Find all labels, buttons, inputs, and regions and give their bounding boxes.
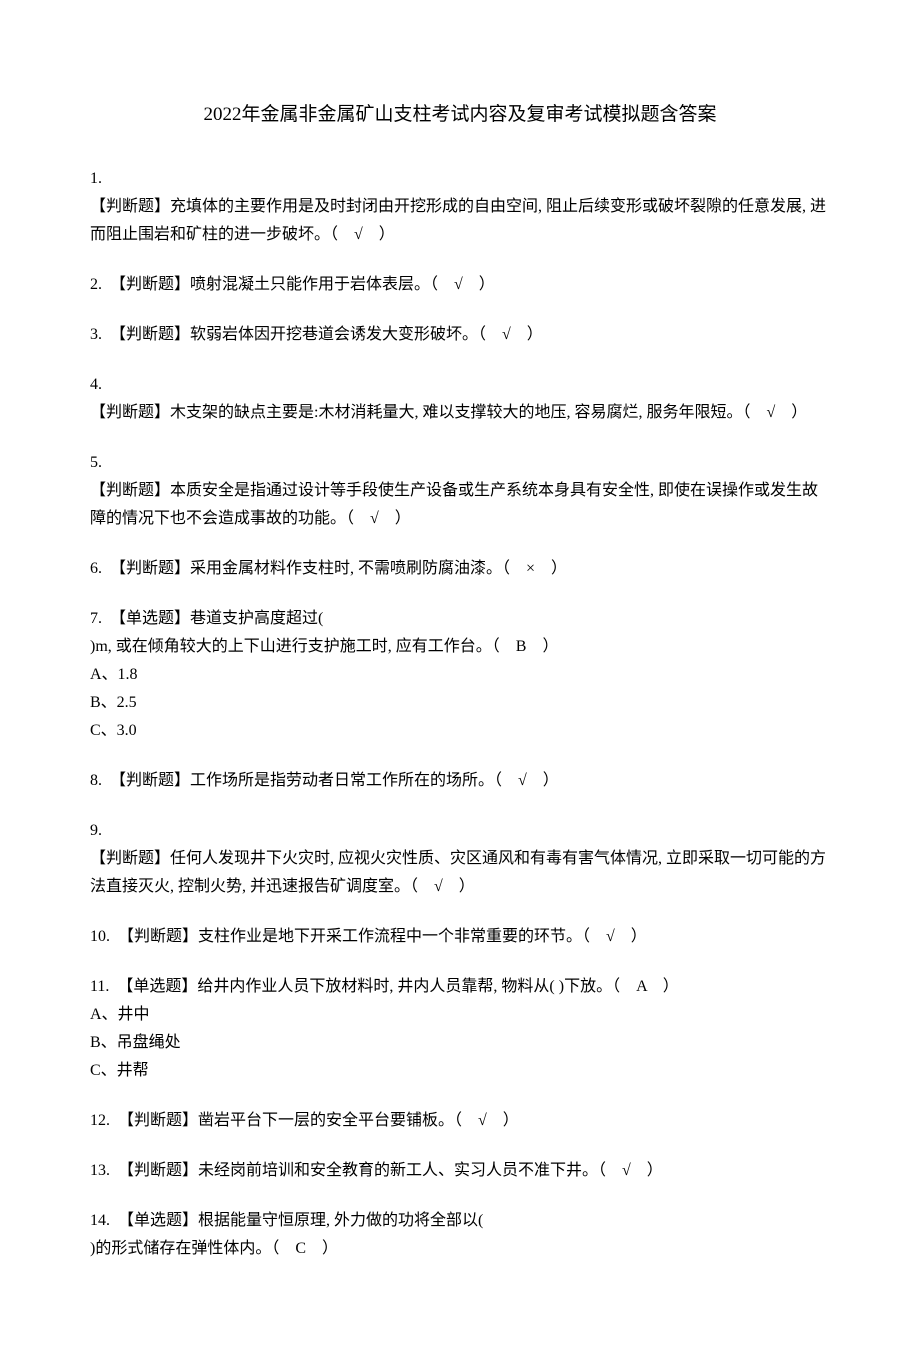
question-item: 2. 【判断题】喷射混凝土只能作用于岩体表层。（ √ ） xyxy=(90,271,830,299)
question-item: 10. 【判断题】支柱作业是地下开采工作流程中一个非常重要的环节。（ √ ） xyxy=(90,923,830,951)
question-line: 6. 【判断题】采用金属材料作支柱时, 不需喷刷防腐油漆。（ × ） xyxy=(90,555,830,583)
question-item: 12. 【判断题】凿岩平台下一层的安全平台要铺板。（ √ ） xyxy=(90,1107,830,1135)
document-title: 2022年金属非金属矿山支柱考试内容及复审考试模拟题含答案 xyxy=(90,100,830,130)
question-line: 12. 【判断题】凿岩平台下一层的安全平台要铺板。（ √ ） xyxy=(90,1107,830,1135)
question-item: 13. 【判断题】未经岗前培训和安全教育的新工人、实习人员不准下井。（ √ ） xyxy=(90,1157,830,1185)
question-item: 8. 【判断题】工作场所是指劳动者日常工作所在的场所。（ √ ） xyxy=(90,767,830,795)
question-line: 2. 【判断题】喷射混凝土只能作用于岩体表层。（ √ ） xyxy=(90,271,830,299)
document-page: 2022年金属非金属矿山支柱考试内容及复审考试模拟题含答案 1.【判断题】充填体… xyxy=(0,0,920,1345)
question-item: 5.【判断题】本质安全是指通过设计等手段使生产设备或生产系统本身具有安全性, 即… xyxy=(90,449,830,533)
question-line: 【判断题】任何人发现井下火灾时, 应视火灾性质、灾区通风和有毒有害气体情况, 立… xyxy=(90,845,830,901)
question-item: 7. 【单选题】巷道支护高度超过()m, 或在倾角较大的上下山进行支护施工时, … xyxy=(90,605,830,745)
question-line: 3. 【判断题】软弱岩体因开挖巷道会诱发大变形破坏。（ √ ） xyxy=(90,321,830,349)
question-line: 7. 【单选题】巷道支护高度超过( xyxy=(90,605,830,633)
question-line: 11. 【单选题】给井内作业人员下放材料时, 井内人员靠帮, 物料从( )下放。… xyxy=(90,973,830,1001)
answer-option: C、3.0 xyxy=(90,717,830,745)
answer-option: B、吊盘绳处 xyxy=(90,1029,830,1057)
question-line: 14. 【单选题】根据能量守恒原理, 外力做的功将全部以( xyxy=(90,1207,830,1235)
question-line: 【判断题】本质安全是指通过设计等手段使生产设备或生产系统本身具有安全性, 即使在… xyxy=(90,477,830,533)
question-item: 14. 【单选题】根据能量守恒原理, 外力做的功将全部以()的形式储存在弹性体内… xyxy=(90,1207,830,1263)
question-item: 9.【判断题】任何人发现井下火灾时, 应视火灾性质、灾区通风和有毒有害气体情况,… xyxy=(90,817,830,901)
question-item: 11. 【单选题】给井内作业人员下放材料时, 井内人员靠帮, 物料从( )下放。… xyxy=(90,973,830,1085)
question-line: 【判断题】充填体的主要作用是及时封闭由开挖形成的自由空间, 阻止后续变形或破坏裂… xyxy=(90,193,830,249)
answer-option: B、2.5 xyxy=(90,689,830,717)
answer-option: A、1.8 xyxy=(90,661,830,689)
question-item: 4.【判断题】木支架的缺点主要是:木材消耗量大, 难以支撑较大的地压, 容易腐烂… xyxy=(90,371,830,427)
question-item: 1.【判断题】充填体的主要作用是及时封闭由开挖形成的自由空间, 阻止后续变形或破… xyxy=(90,165,830,249)
question-line: 【判断题】木支架的缺点主要是:木材消耗量大, 难以支撑较大的地压, 容易腐烂, … xyxy=(90,399,830,427)
answer-option: C、井帮 xyxy=(90,1057,830,1085)
question-number: 1. xyxy=(90,165,830,193)
question-number: 5. xyxy=(90,449,830,477)
question-number: 9. xyxy=(90,817,830,845)
question-item: 3. 【判断题】软弱岩体因开挖巷道会诱发大变形破坏。（ √ ） xyxy=(90,321,830,349)
answer-option: A、井中 xyxy=(90,1001,830,1029)
question-line: 10. 【判断题】支柱作业是地下开采工作流程中一个非常重要的环节。（ √ ） xyxy=(90,923,830,951)
question-number: 4. xyxy=(90,371,830,399)
questions-list: 1.【判断题】充填体的主要作用是及时封闭由开挖形成的自由空间, 阻止后续变形或破… xyxy=(90,165,830,1263)
question-line: 13. 【判断题】未经岗前培训和安全教育的新工人、实习人员不准下井。（ √ ） xyxy=(90,1157,830,1185)
question-item: 6. 【判断题】采用金属材料作支柱时, 不需喷刷防腐油漆。（ × ） xyxy=(90,555,830,583)
question-line: 8. 【判断题】工作场所是指劳动者日常工作所在的场所。（ √ ） xyxy=(90,767,830,795)
question-line: )的形式储存在弹性体内。（ C ） xyxy=(90,1235,830,1263)
question-line: )m, 或在倾角较大的上下山进行支护施工时, 应有工作台。（ B ） xyxy=(90,633,830,661)
